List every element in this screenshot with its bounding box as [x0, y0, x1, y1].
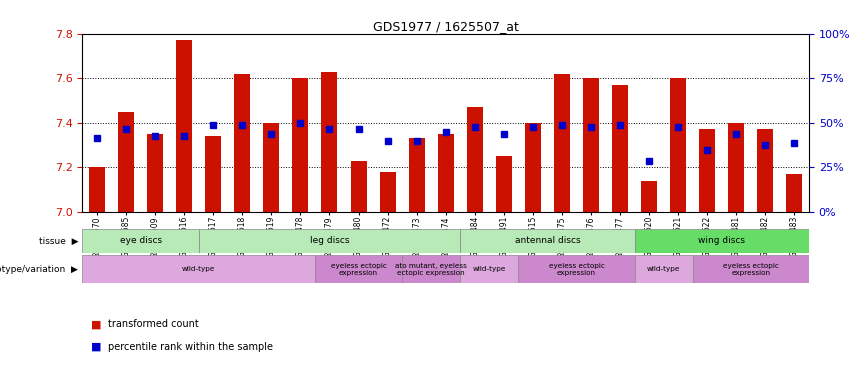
Bar — [402, 255, 460, 283]
Bar — [82, 229, 199, 253]
Bar — [758, 129, 773, 212]
Text: ato mutant, eyeless
ectopic expression: ato mutant, eyeless ectopic expression — [395, 262, 467, 276]
Bar — [670, 78, 687, 212]
Bar — [612, 85, 628, 212]
Bar — [554, 74, 570, 212]
Text: wild-type: wild-type — [472, 266, 506, 272]
Bar — [409, 138, 424, 212]
Text: wild-type: wild-type — [182, 266, 215, 272]
Bar — [234, 74, 250, 212]
Text: eye discs: eye discs — [120, 237, 161, 246]
Bar — [635, 255, 693, 283]
Text: ■: ■ — [91, 320, 102, 329]
Text: tissue  ▶: tissue ▶ — [38, 236, 78, 245]
Bar — [641, 181, 657, 212]
Bar — [460, 229, 635, 253]
Text: eyeless ectopic
expression: eyeless ectopic expression — [723, 262, 779, 276]
Bar — [518, 255, 635, 283]
Text: wing discs: wing discs — [698, 237, 746, 246]
Bar — [321, 72, 338, 212]
Text: ■: ■ — [91, 342, 102, 352]
Bar — [118, 112, 134, 212]
Title: GDS1977 / 1625507_at: GDS1977 / 1625507_at — [372, 20, 519, 33]
Bar — [351, 160, 366, 212]
Bar — [635, 229, 809, 253]
Bar — [700, 129, 715, 212]
Bar — [199, 229, 460, 253]
Bar — [525, 123, 541, 212]
Bar — [728, 123, 745, 212]
Text: eyeless ectopic
expression: eyeless ectopic expression — [549, 262, 604, 276]
Bar — [460, 255, 518, 283]
Text: antennal discs: antennal discs — [515, 237, 580, 246]
Bar — [89, 167, 105, 212]
Text: eyeless ectopic
expression: eyeless ectopic expression — [331, 262, 386, 276]
Bar — [205, 136, 221, 212]
Bar — [315, 255, 402, 283]
Bar — [263, 123, 279, 212]
Bar — [147, 134, 163, 212]
Text: percentile rank within the sample: percentile rank within the sample — [108, 342, 273, 352]
Bar — [786, 174, 802, 212]
Text: genotype/variation  ▶: genotype/variation ▶ — [0, 265, 78, 274]
Bar — [437, 134, 454, 212]
Text: transformed count: transformed count — [108, 320, 200, 329]
Bar — [293, 78, 308, 212]
Bar — [496, 156, 512, 212]
Text: wild-type: wild-type — [647, 266, 681, 272]
Bar — [379, 172, 396, 212]
Bar — [693, 255, 809, 283]
Bar — [176, 40, 192, 212]
Text: leg discs: leg discs — [310, 237, 349, 246]
Bar — [467, 107, 483, 212]
Bar — [583, 78, 599, 212]
Bar — [82, 255, 315, 283]
